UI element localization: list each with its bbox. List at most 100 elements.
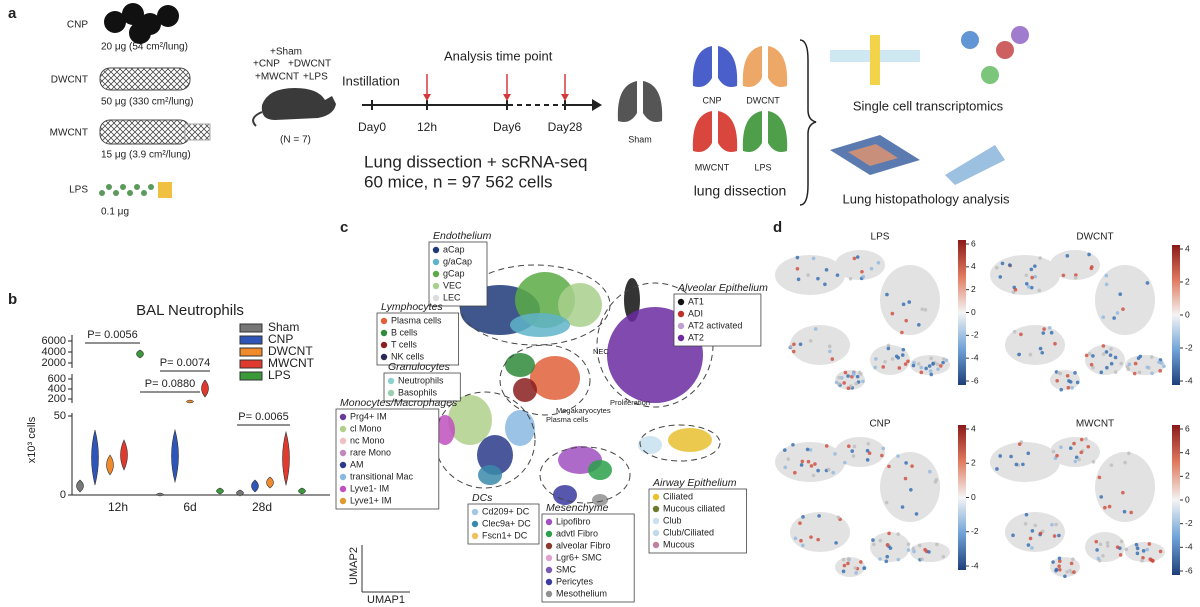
cell xyxy=(896,454,900,458)
cell xyxy=(1041,331,1046,335)
group-item: Mesothelium xyxy=(556,588,607,598)
umap-region xyxy=(1085,345,1125,375)
cell xyxy=(1055,378,1059,383)
lung xyxy=(617,81,663,122)
brace xyxy=(799,39,817,206)
cell xyxy=(816,468,820,473)
cell xyxy=(900,505,905,509)
group-dot xyxy=(652,541,660,549)
group-box xyxy=(335,408,440,510)
group-dot xyxy=(432,258,440,266)
cell xyxy=(1050,522,1054,527)
sample-size: (N = 7) xyxy=(280,135,311,146)
umap-thumb xyxy=(981,66,999,84)
group-item: Lgr6+ SMC xyxy=(556,552,602,562)
cell xyxy=(859,560,863,564)
violin xyxy=(251,479,259,493)
group-dot xyxy=(339,473,347,481)
y-tick-label: 200 xyxy=(48,393,66,405)
cell xyxy=(869,266,874,271)
cell xyxy=(936,367,940,371)
cell xyxy=(897,366,902,370)
cluster xyxy=(530,356,580,400)
cell xyxy=(808,339,813,343)
cell xyxy=(806,459,811,464)
panel-label: c xyxy=(340,219,348,236)
group-dot xyxy=(432,270,440,278)
cell xyxy=(923,307,928,312)
cluster xyxy=(588,460,612,480)
group-item: g/aCap xyxy=(443,256,472,266)
cell xyxy=(1118,292,1123,297)
cell xyxy=(1099,495,1104,499)
cell xyxy=(835,273,840,277)
panel-label: b xyxy=(8,291,17,308)
cell xyxy=(793,536,798,541)
cell xyxy=(1119,539,1124,544)
p-value: P= 0.0056 xyxy=(87,329,137,341)
colorbar-label: 0 xyxy=(971,492,976,502)
group-dot xyxy=(545,566,553,574)
group-item: B cells xyxy=(391,327,418,337)
cell xyxy=(865,458,870,462)
cluster-outline xyxy=(499,344,591,416)
cell xyxy=(866,441,871,446)
cell xyxy=(935,542,939,547)
umap-y-label: UMAP2 xyxy=(348,547,360,585)
cell xyxy=(928,369,933,373)
cell xyxy=(924,366,928,371)
colorbar-label: -4 xyxy=(1185,375,1193,385)
cell xyxy=(793,470,797,475)
violin xyxy=(282,430,290,487)
cell xyxy=(885,554,890,559)
group: +DWCNT xyxy=(288,59,331,70)
colorbar-label: -2 xyxy=(1185,518,1193,528)
cell xyxy=(935,362,940,367)
cell xyxy=(1054,522,1058,527)
cell xyxy=(836,515,841,520)
umap-region xyxy=(1050,370,1080,390)
colorbar-label: -2 xyxy=(1185,342,1193,352)
legend-swatch xyxy=(239,359,263,369)
cell xyxy=(1109,463,1114,467)
cell xyxy=(1065,570,1070,574)
cell xyxy=(887,464,891,469)
group-dot xyxy=(677,298,685,306)
violin xyxy=(186,399,194,404)
colorbar xyxy=(1172,425,1180,575)
group-dot xyxy=(545,590,553,598)
cell xyxy=(852,256,857,261)
cell xyxy=(1063,574,1067,579)
cell xyxy=(1000,261,1005,266)
group-title: DCs xyxy=(472,492,493,504)
group-item: VEC xyxy=(443,280,462,290)
colorbar-label: 6 xyxy=(1185,423,1190,433)
cell xyxy=(901,347,906,352)
cell xyxy=(839,376,844,380)
cell xyxy=(880,453,884,458)
cell xyxy=(791,349,796,354)
nanoparticle xyxy=(104,11,126,33)
cell xyxy=(1103,505,1107,510)
cell xyxy=(1115,545,1120,549)
group-item: Pericytes xyxy=(556,576,594,586)
group-item: Mucous xyxy=(663,539,695,549)
cell xyxy=(796,277,801,282)
lps-bead xyxy=(127,190,133,196)
cell xyxy=(1074,455,1079,460)
cell xyxy=(861,379,865,384)
colorbar-label: 4 xyxy=(1185,447,1190,457)
cell xyxy=(923,547,927,552)
cell xyxy=(912,361,916,365)
material-dose: 0.1 μg xyxy=(101,207,129,218)
cell xyxy=(1058,559,1062,563)
cell xyxy=(1148,557,1153,561)
lps-bead xyxy=(113,190,119,196)
p-value: P= 0.0065 xyxy=(238,411,288,423)
cell xyxy=(938,364,943,368)
cell xyxy=(1074,273,1078,277)
cell xyxy=(878,538,883,543)
group-item: T cells xyxy=(391,339,417,349)
cell xyxy=(1109,347,1113,351)
cell xyxy=(904,461,908,465)
